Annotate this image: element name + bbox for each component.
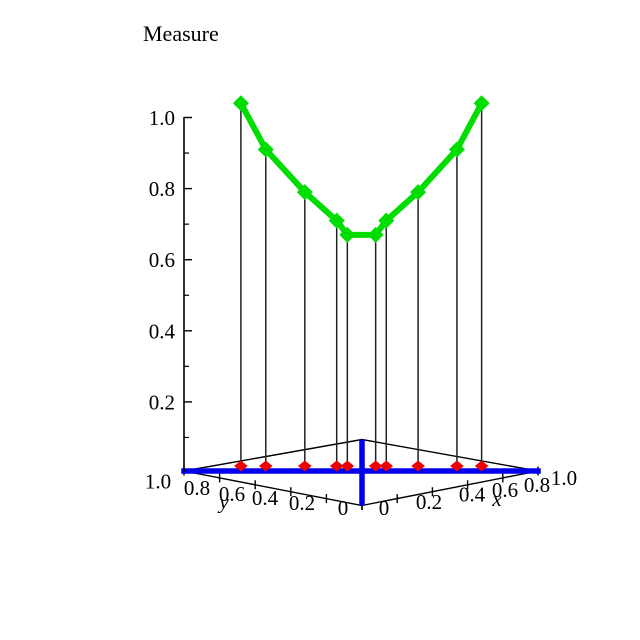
y-tick-label: 0.4 xyxy=(252,486,279,510)
measure-point-marker xyxy=(296,184,313,201)
measure-point-marker xyxy=(328,212,345,229)
floor-projection-marker xyxy=(258,460,273,472)
z-tick-label: 0.2 xyxy=(149,390,175,414)
floor-projection-marker xyxy=(368,460,383,472)
floor-projection-marker xyxy=(298,460,312,472)
measure-point-marker xyxy=(410,184,427,201)
x-tick-label: 0.2 xyxy=(416,490,442,514)
measure-point-marker xyxy=(473,95,490,112)
z-tick-label: 1.0 xyxy=(149,106,175,130)
x-tick-label: 0.4 xyxy=(459,483,486,507)
floor-projection-marker xyxy=(474,460,489,472)
x-tick-label: 0.8 xyxy=(524,473,550,497)
z-tick-label: 0.4 xyxy=(149,319,176,343)
y-tick-label: 0 xyxy=(338,496,349,520)
measure-point-marker xyxy=(339,226,356,243)
floor-projection-marker xyxy=(450,460,464,472)
x-tick-label: 0 xyxy=(379,496,390,520)
y-tick-label: 0.8 xyxy=(184,476,210,500)
measure-point-marker xyxy=(257,141,274,158)
measure-point-marker xyxy=(378,212,395,229)
floor-projection-marker xyxy=(411,460,425,472)
y-tick-label: 0.2 xyxy=(289,491,315,515)
measure-curve xyxy=(238,101,485,238)
measure-point-marker xyxy=(367,226,384,243)
floor-projection-marker xyxy=(379,460,394,472)
plot-title: Measure xyxy=(143,21,219,46)
y-tick-label: 1.0 xyxy=(145,470,171,494)
y-tick-label: 0.6 xyxy=(219,482,245,506)
floor-projection-marker xyxy=(340,460,355,472)
x-tick-label: 0.6 xyxy=(492,478,518,502)
z-tick-label: 0.6 xyxy=(149,248,175,272)
z-tick-label: 0.8 xyxy=(149,177,175,201)
measure-point-marker xyxy=(232,95,249,112)
measure-point-marker xyxy=(448,141,465,158)
x-axis-name: x xyxy=(491,487,502,511)
floor-projection-marker xyxy=(329,460,344,472)
y-axis-name: y xyxy=(217,490,229,514)
x-tick-label: 1.0 xyxy=(551,466,577,490)
floor-projection-marker xyxy=(234,460,248,472)
